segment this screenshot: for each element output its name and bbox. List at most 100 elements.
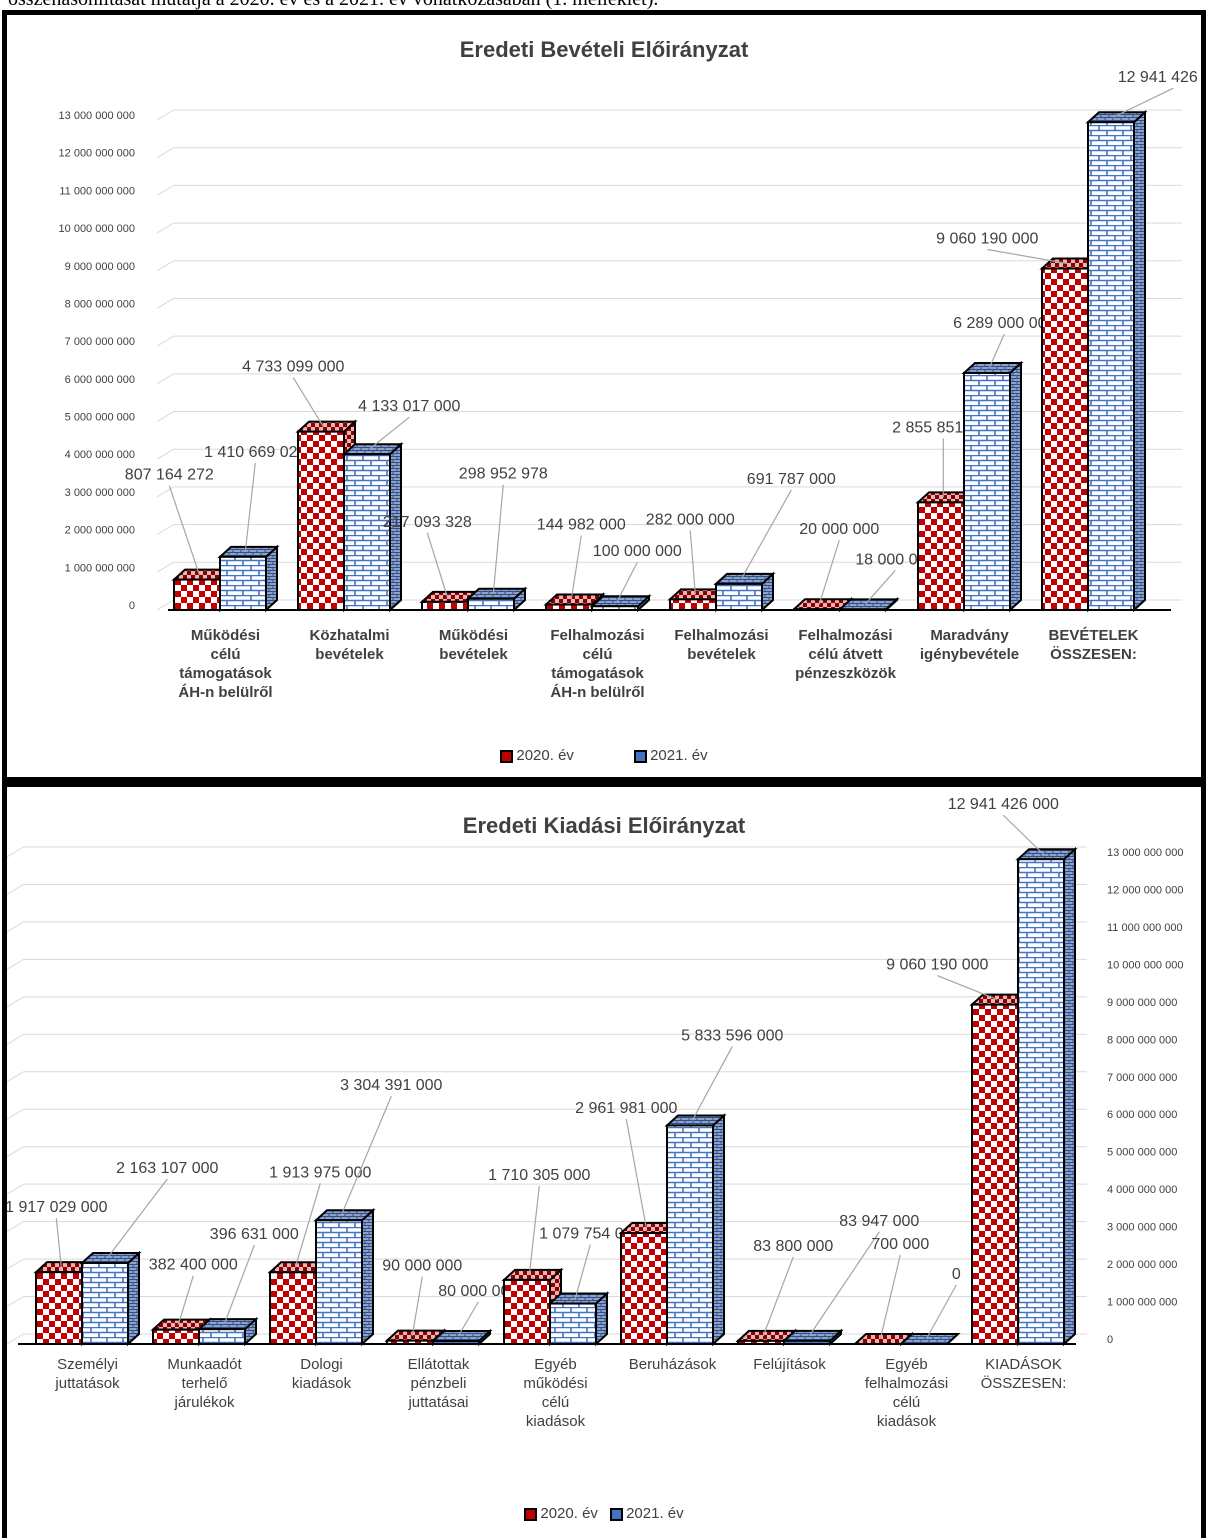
category-label: ÖSSZESEN: <box>981 1374 1067 1392</box>
data-label: 282 000 000 <box>646 511 735 528</box>
bar-2021 <box>1085 109 1148 613</box>
y-tick-label: 8 000 000 000 <box>65 298 135 310</box>
data-label-leader <box>691 1046 733 1121</box>
bar-2021 <box>313 1207 376 1347</box>
bar-front <box>81 1261 129 1345</box>
bar-front <box>386 1339 434 1346</box>
data-label-leader <box>625 1118 647 1229</box>
bar-front <box>715 582 763 611</box>
bar-top <box>547 1292 610 1305</box>
category-label: ÖSSZESEN: <box>1050 646 1137 663</box>
y-tick-label: 8 000 000 000 <box>1107 1034 1177 1046</box>
data-label-leader <box>457 1301 479 1337</box>
legend-label-2020: 2020. év <box>516 747 574 764</box>
category-label: KIADÁSOK <box>985 1356 1062 1373</box>
data-label-leader <box>55 1218 62 1268</box>
legend-item-2020: 2020. év <box>524 1505 598 1522</box>
data-label-leader <box>177 1275 194 1325</box>
category-label: Munkaadót <box>167 1356 242 1373</box>
category-label: célú <box>542 1394 570 1411</box>
category-label: működési <box>523 1375 587 1392</box>
gridline-back-wall <box>156 373 174 385</box>
data-label-leader <box>292 377 324 427</box>
category-label: Ellátottak <box>408 1356 470 1373</box>
category-label: Felhalmozási <box>798 627 892 644</box>
bar-top <box>341 443 404 456</box>
legend-item-2021: 2021. év <box>634 747 708 764</box>
legend-label-2020: 2020. év <box>540 1505 598 1522</box>
revenue-chart-title: Eredeti Bevételi Előirányzat <box>459 37 749 62</box>
gridline-back-wall <box>7 846 24 858</box>
data-label: 691 787 000 <box>747 471 836 488</box>
gridline-back-wall <box>7 1033 24 1045</box>
bar-front <box>549 1302 597 1346</box>
data-label: 83 800 000 <box>753 1238 833 1255</box>
legend-swatch-2020 <box>524 1507 538 1521</box>
bar-side <box>1009 360 1022 613</box>
bar-2021 <box>961 360 1024 613</box>
data-label: 382 400 000 <box>149 1257 238 1274</box>
data-label: 9 060 190 000 <box>886 957 988 974</box>
data-label-leader <box>937 975 998 1001</box>
gridline-back-wall <box>156 561 174 573</box>
y-tick-label: 3 000 000 000 <box>1107 1222 1177 1234</box>
bar-front <box>620 1232 668 1346</box>
gridline-back-wall <box>7 921 24 933</box>
category-label: támogatások <box>551 665 644 682</box>
data-label-leader <box>294 1183 321 1268</box>
bar-front <box>219 555 267 611</box>
category-label: Személyi <box>57 1356 118 1373</box>
data-label: 217 093 328 <box>383 514 472 531</box>
y-tick-label: 9 000 000 000 <box>1107 997 1177 1009</box>
y-tick-label: 11 000 000 000 <box>1107 922 1183 934</box>
bar-front <box>1087 121 1135 611</box>
bar-front <box>152 1328 200 1345</box>
bar-front <box>1041 267 1089 612</box>
data-label: 5 833 596 000 <box>681 1027 783 1044</box>
y-tick-label: 2 000 000 000 <box>1107 1259 1177 1271</box>
bar-front <box>917 501 965 612</box>
data-label: 1 710 305 000 <box>488 1167 590 1184</box>
data-label-leader <box>368 416 410 450</box>
data-label-leader <box>740 489 792 580</box>
category-label: pénzbeli <box>411 1375 467 1392</box>
data-label-leader <box>864 569 896 605</box>
revenue-chart-legend: 2020. év 2021. év <box>7 747 1201 764</box>
data-label-leader <box>528 1185 540 1275</box>
data-label: 2 961 981 000 <box>575 1100 677 1117</box>
data-label-leader <box>492 484 504 594</box>
bar-top <box>589 595 652 608</box>
y-tick-label: 0 <box>129 600 135 612</box>
gridline-back-wall <box>7 958 24 970</box>
y-tick-label: 5 000 000 000 <box>1107 1147 1177 1159</box>
category-label: ÁH-n belülről <box>178 684 272 701</box>
y-tick-label: 4 000 000 000 <box>1107 1184 1177 1196</box>
bar-front <box>545 603 593 611</box>
data-label-leader <box>879 1254 901 1340</box>
gridline-back-wall <box>7 1258 24 1270</box>
data-label-leader <box>411 1276 423 1336</box>
data-label-leader <box>1002 814 1044 855</box>
category-label: Dologi <box>300 1356 343 1373</box>
gridline-back-wall <box>156 109 174 121</box>
bar-front <box>467 597 515 611</box>
data-label-leader <box>106 1178 168 1259</box>
gridline-back-wall <box>7 1071 24 1083</box>
bar-front <box>297 430 345 611</box>
y-tick-label: 6 000 000 000 <box>1107 1109 1177 1121</box>
category-label: igénybevétele <box>920 646 1019 663</box>
data-label: 12 941 426 000 <box>1118 69 1201 86</box>
data-label-leader <box>689 530 696 595</box>
category-label: célú <box>582 646 612 663</box>
gridline-back-wall <box>7 1108 24 1120</box>
legend-swatch-2021 <box>634 749 648 763</box>
data-label: 9 060 190 000 <box>936 231 1038 248</box>
bar-front <box>343 453 391 611</box>
bar-side <box>127 1250 140 1347</box>
y-tick-label: 11 000 000 000 <box>59 185 135 197</box>
gridline-back-wall <box>7 1333 24 1345</box>
bar-2021 <box>465 586 528 613</box>
bar-top <box>501 1268 564 1281</box>
y-tick-label: 7 000 000 000 <box>1107 1072 1177 1084</box>
bar-front <box>971 1003 1019 1345</box>
